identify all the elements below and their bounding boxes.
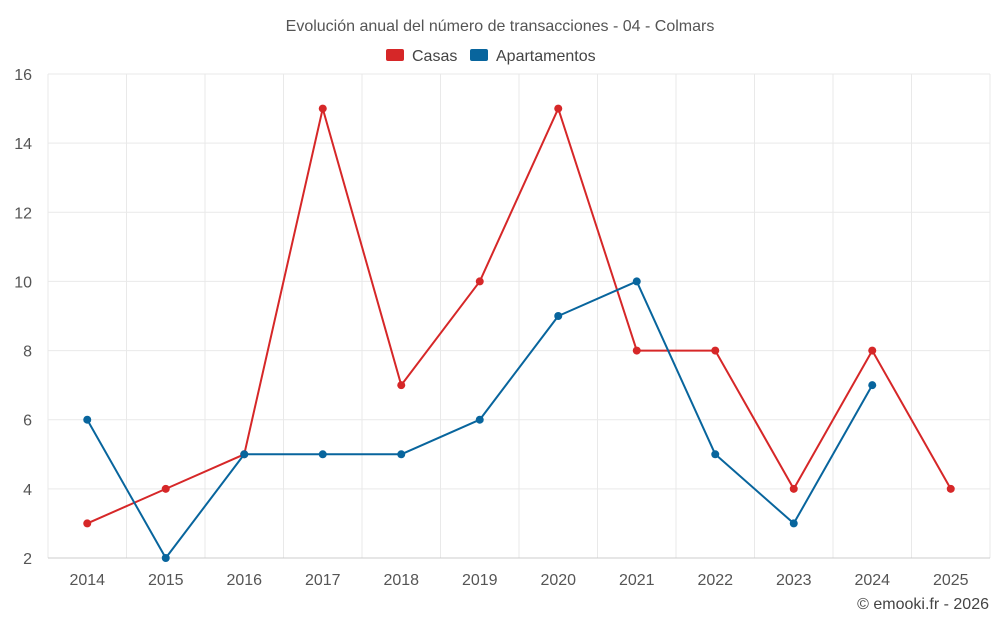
x-tick-label: 2018 [383,572,419,589]
x-tick-label: 2022 [697,572,733,589]
data-point-apartamentos[interactable] [554,312,563,320]
data-point-apartamentos[interactable] [240,450,249,459]
y-tick-label: 16 [14,67,32,84]
legend-swatch-casas [386,49,404,61]
data-point-apartamentos[interactable] [632,277,641,286]
x-tick-label: 2019 [462,572,498,589]
data-point-casas[interactable] [83,519,92,528]
data-point-casas[interactable] [161,484,170,493]
x-tick-label: 2024 [854,572,890,589]
data-point-casas[interactable] [318,104,327,113]
legend-item-apartamentos[interactable]: Apartamentos [470,48,596,65]
x-axis: 2014 2015 2016 2017 2018 2019 2020 2021 2022 2023… [69,572,968,589]
series-layer [83,104,955,562]
data-point-apartamentos[interactable] [711,450,720,459]
y-tick-label: 2 [23,551,32,568]
grid [47,73,991,559]
data-point-apartamentos[interactable] [868,381,877,390]
x-tick-label: 2016 [226,572,262,589]
data-point-casas[interactable] [789,484,798,493]
legend-swatch-apartamentos [470,49,488,61]
x-tick-label: 2020 [540,572,576,589]
x-tick-label: 2021 [619,572,655,589]
series-line-casas [86,107,952,525]
data-point-casas[interactable] [475,277,484,286]
data-point-casas[interactable] [868,346,877,355]
y-tick-label: 8 [23,344,32,361]
data-point-apartamentos[interactable] [789,519,798,528]
legend: Casas Apartamentos [386,48,596,65]
data-point-apartamentos[interactable] [475,415,484,424]
legend-item-casas[interactable]: Casas [386,48,457,65]
x-tick-label: 2023 [776,572,812,589]
credit-text: © emooki.fr - 2026 [857,596,989,613]
series-apartamentos [83,277,877,562]
x-tick-label: 2015 [148,572,184,589]
data-point-casas[interactable] [946,484,955,493]
data-point-casas[interactable] [711,346,720,355]
y-axis: 2 4 6 8 10 12 14 16 [14,67,32,568]
y-tick-label: 6 [23,413,32,430]
data-point-casas[interactable] [397,381,406,390]
data-point-casas[interactable] [632,346,641,355]
data-point-apartamentos[interactable] [83,415,92,424]
data-point-apartamentos[interactable] [318,450,327,459]
data-point-casas[interactable] [554,104,563,113]
series-casas [83,104,955,528]
x-tick-label: 2017 [305,572,341,589]
data-point-apartamentos[interactable] [161,554,170,562]
y-tick-label: 10 [14,274,32,291]
x-tick-label: 2025 [933,572,969,589]
legend-label-apartamentos: Apartamentos [496,48,596,65]
legend-label-casas: Casas [412,48,457,65]
y-tick-label: 4 [23,482,32,499]
data-point-apartamentos[interactable] [397,450,406,459]
x-tick-label: 2014 [69,572,105,589]
y-tick-label: 12 [14,205,32,222]
y-tick-label: 14 [14,136,32,153]
chart-title: Evolución anual del número de transaccio… [286,18,715,35]
